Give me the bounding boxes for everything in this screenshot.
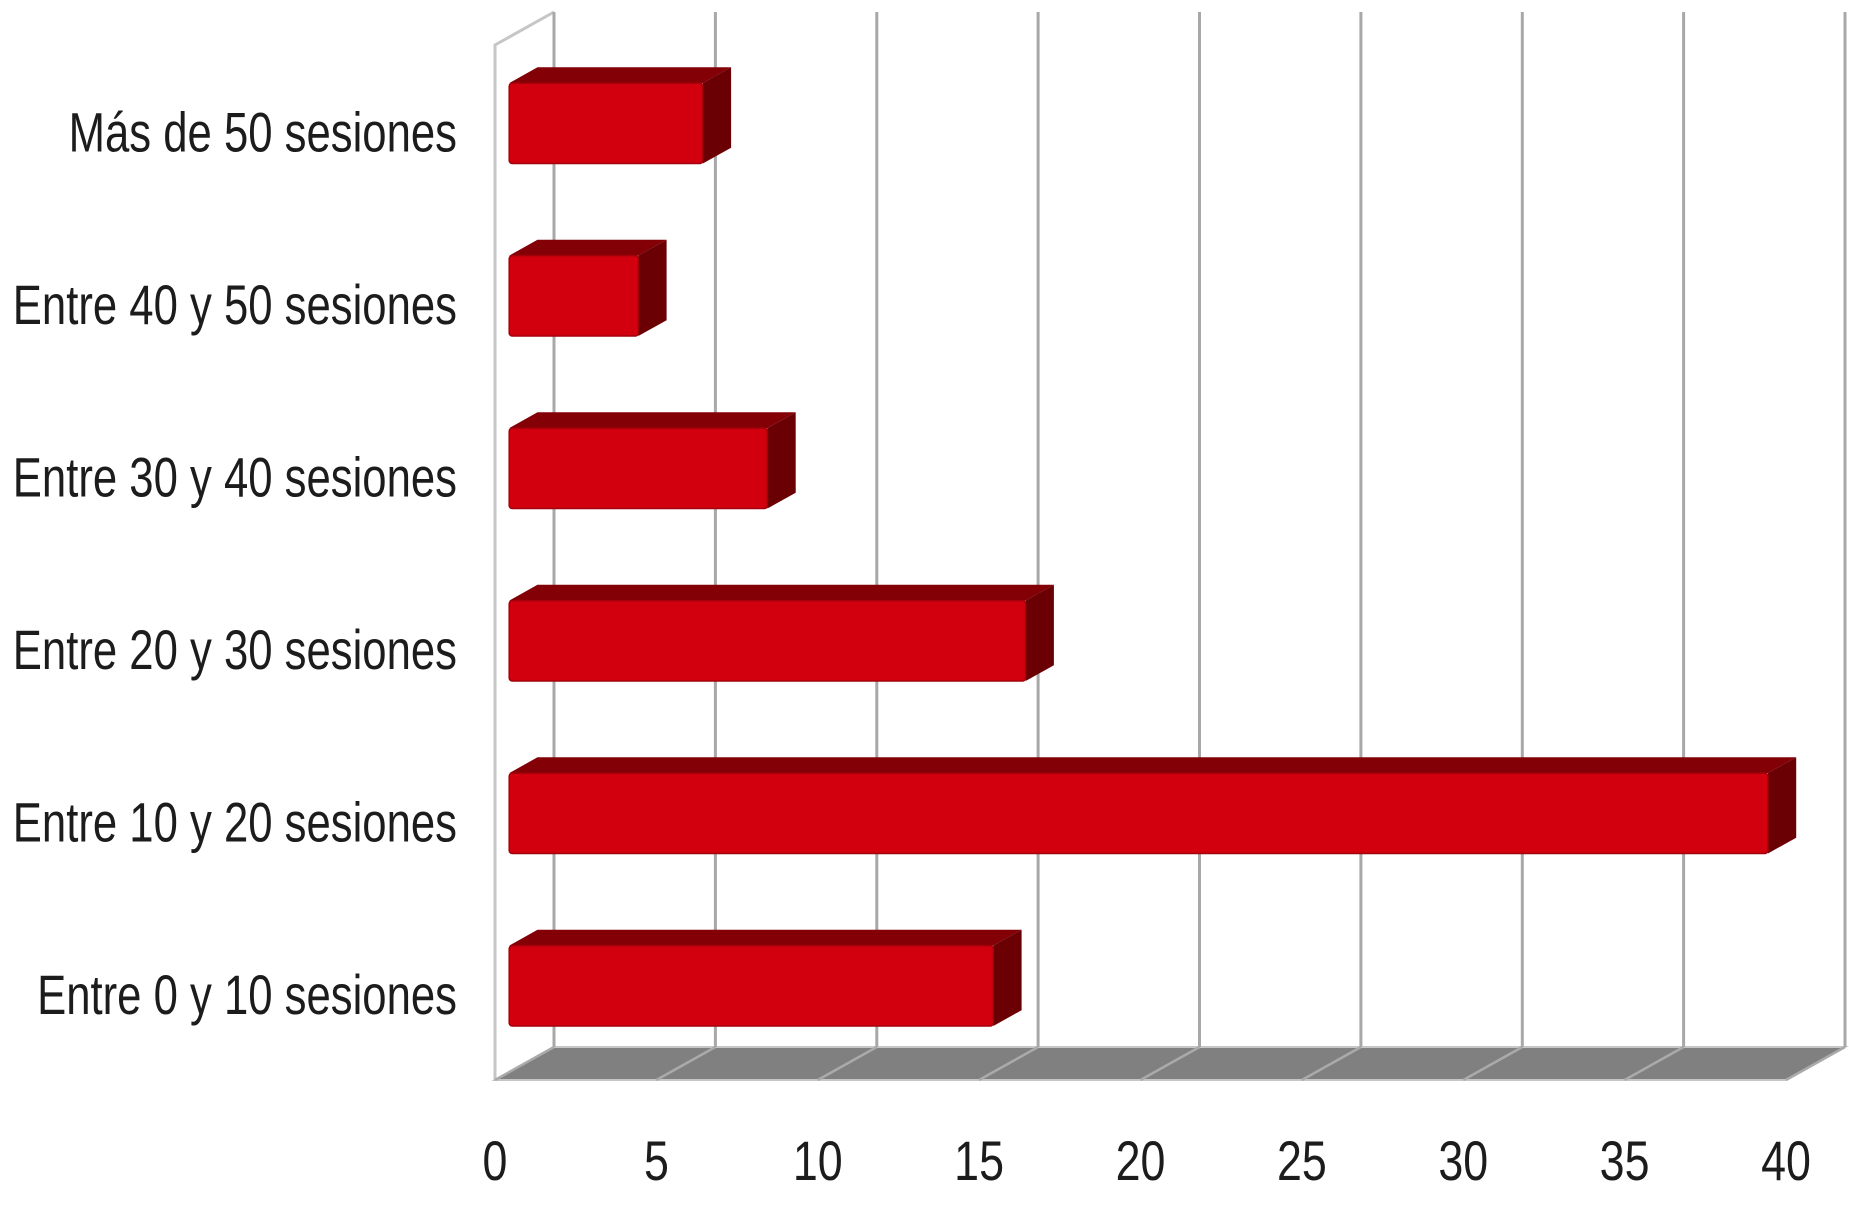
bar-front-face <box>508 254 640 337</box>
bar-top-face <box>509 67 732 84</box>
bar-front-face <box>508 772 1769 855</box>
floor-gridline <box>655 1045 717 1082</box>
bar-entre-40-y-50-sesiones <box>508 239 667 337</box>
floor-gridline <box>1785 1045 1846 1082</box>
x-tick-label: 20 <box>1116 1129 1166 1192</box>
gridlines <box>494 12 1847 1082</box>
bar-front-face <box>508 944 995 1027</box>
x-tick-label: 25 <box>1277 1129 1327 1192</box>
floor-gridline <box>978 1045 1039 1082</box>
bars <box>508 67 1797 1027</box>
category-label: Entre 40 y 50 sesiones <box>13 274 457 336</box>
left-wall-edge <box>493 10 555 1080</box>
bar-top-face <box>509 929 1022 946</box>
floor-gridline <box>1462 1045 1523 1082</box>
chart-walls <box>491 10 1849 1081</box>
value-axis: 0 5 10 15 20 25 30 35 40 <box>483 1129 1811 1192</box>
bar-side-face <box>767 412 796 509</box>
bar-top-face <box>509 584 1054 601</box>
category-axis: Entre 0 y 10 sesiones Entre 10 y 20 sesio… <box>13 101 457 1026</box>
x-tick-label: 15 <box>954 1129 1004 1192</box>
category-label: Entre 30 y 40 sesiones <box>13 446 457 508</box>
floor-gridline <box>1623 1045 1685 1082</box>
bar-side-face <box>1025 584 1054 681</box>
bar-side-face <box>702 67 732 164</box>
bar-entre-0-y-10-sesiones <box>508 929 1022 1027</box>
bar-top-face <box>509 239 667 256</box>
x-tick-label: 40 <box>1761 1129 1811 1192</box>
bar-side-face <box>993 929 1022 1026</box>
category-label: Entre 20 y 30 sesiones <box>13 619 457 681</box>
floor-gridline <box>1139 1045 1201 1082</box>
x-tick-label: 10 <box>793 1129 843 1192</box>
bar-side-face <box>638 239 667 336</box>
bar-mas-de-50-sesiones <box>508 67 732 165</box>
bar-side-face <box>1767 757 1797 854</box>
floor-gridline <box>1301 1045 1362 1082</box>
bar-front-face <box>508 427 769 510</box>
x-tick-label: 35 <box>1600 1129 1650 1192</box>
bar-top-face <box>509 412 796 429</box>
x-tick-label: 30 <box>1438 1129 1488 1192</box>
bar-front-face <box>508 599 1027 682</box>
floor-gridline <box>494 1045 555 1082</box>
floor-gridline <box>817 1045 878 1082</box>
x-tick-label: 0 <box>483 1129 508 1192</box>
category-label: Entre 10 y 20 sesiones <box>13 791 457 853</box>
bar-entre-30-y-40-sesiones <box>508 412 796 510</box>
bar-front-face <box>508 82 704 165</box>
category-label: Entre 0 y 10 sesiones <box>37 964 457 1026</box>
x-tick-label: 5 <box>644 1129 669 1192</box>
bar-top-face <box>509 757 1797 774</box>
bar-entre-10-y-20-sesiones <box>508 757 1797 855</box>
category-label: Más de 50 sesiones <box>69 101 457 163</box>
bar-entre-20-y-30-sesiones <box>508 584 1054 682</box>
